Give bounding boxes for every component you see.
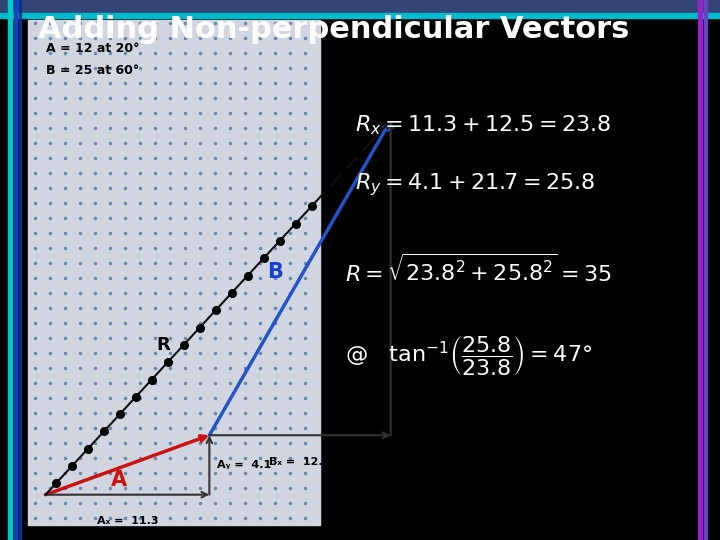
Text: Aᵧ =  4.1: Aᵧ = 4.1 bbox=[217, 460, 271, 470]
Text: $R_y = 4.1 + 21.7 = 25.8$: $R_y = 4.1 + 21.7 = 25.8$ bbox=[355, 172, 595, 198]
Bar bbox=[0, 13, 720, 18]
Text: B = 25 at 60°: B = 25 at 60° bbox=[46, 64, 139, 77]
Text: A = 12 at 20°: A = 12 at 20° bbox=[46, 42, 140, 55]
Bar bbox=[698, 0, 702, 540]
Bar bbox=[14, 0, 17, 540]
Text: B: B bbox=[267, 262, 283, 282]
Text: Bₓ =  12.5: Bₓ = 12.5 bbox=[269, 457, 330, 467]
Text: $R_x = 11.3 + 12.5 = 23.8$: $R_x = 11.3 + 12.5 = 23.8$ bbox=[355, 113, 611, 137]
Text: $R = \sqrt{23.8^2 + 25.8^2} = 35$: $R = \sqrt{23.8^2 + 25.8^2} = 35$ bbox=[345, 254, 612, 286]
Text: Aₓ =  11.3: Aₓ = 11.3 bbox=[96, 516, 158, 526]
Text: Bᵧ =  21.7: Bᵧ = 21.7 bbox=[398, 273, 459, 283]
Text: R: R bbox=[157, 335, 171, 354]
Text: A: A bbox=[112, 470, 127, 490]
Text: Adding Non-perpendicular Vectors: Adding Non-perpendicular Vectors bbox=[38, 16, 629, 44]
Bar bbox=[8, 0, 12, 540]
Bar bbox=[704, 0, 707, 540]
Bar bbox=[0, 0, 720, 13]
Bar bbox=[19, 0, 21, 540]
Bar bbox=[28, 20, 320, 525]
Text: $@\quad\tan^{-1}\!\left(\dfrac{25.8}{23.8}\right) = 47°$: $@\quad\tan^{-1}\!\left(\dfrac{25.8}{23.… bbox=[345, 334, 592, 376]
